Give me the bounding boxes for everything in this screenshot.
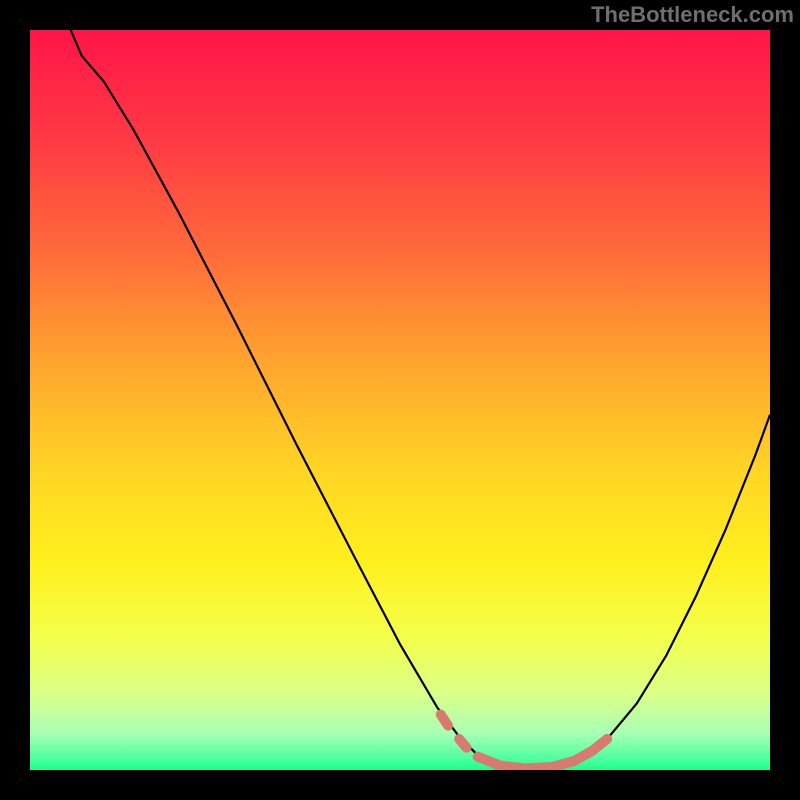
chart-frame: TheBottleneck.com — [0, 0, 800, 800]
bottleneck-curve-chart — [0, 0, 800, 800]
watermark-label: TheBottleneck.com — [591, 2, 794, 28]
